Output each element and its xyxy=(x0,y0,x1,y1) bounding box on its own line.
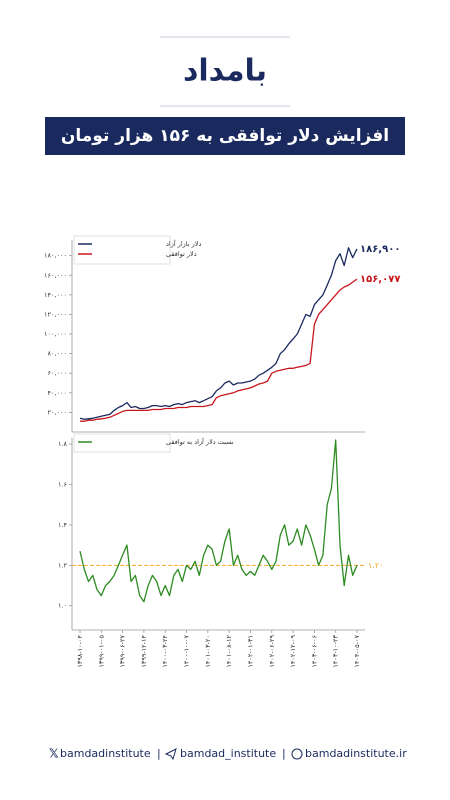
y-tick-label: ۱۰۰,۰۰۰ xyxy=(44,330,67,338)
x-tick-label: ۱۴۰۲-۰۶-۲۹ xyxy=(268,634,276,667)
x-tick-label: ۱۳۹۹-۰۶-۲۷ xyxy=(119,634,127,667)
x-icon: 𝕏 xyxy=(49,747,59,761)
telegram-icon xyxy=(164,748,177,761)
title-bar xyxy=(45,117,405,155)
brand-logo: بامداد xyxy=(183,54,267,89)
legend-box xyxy=(73,433,171,453)
y-tick-label: ۱۲۰,۰۰۰ xyxy=(44,310,67,318)
reference-label: ۱.۲۰ xyxy=(368,561,383,570)
legend-label: دلار توافقی xyxy=(166,250,197,258)
value-label: ۱۸۶,۹۰۰ xyxy=(360,244,400,255)
y-tick-label: ۱.۴ xyxy=(58,521,68,529)
y-tick-label: ۱۸۰,۰۰۰ xyxy=(44,252,67,260)
footer-link: bamdad_institute xyxy=(180,747,276,760)
legend-box xyxy=(73,235,171,265)
x-tick-label: ۱۴۰۳-۱۰-۲۳ xyxy=(332,634,340,667)
footer-link: bamdadinstitute xyxy=(60,747,151,760)
separator: | xyxy=(282,747,286,760)
y-tick-label: ۱.۶ xyxy=(58,480,67,488)
data-line xyxy=(80,278,358,422)
x-tick-label: ۱۴۰۰-۱۰-۰۷ xyxy=(183,634,191,667)
y-tick-label: ۶۰,۰۰۰ xyxy=(47,369,67,377)
y-tick-label: ۱.۰ xyxy=(58,602,67,610)
x-tick-label: ۱۳۹۹-۱۲-۱۴ xyxy=(140,634,148,667)
x-tick-label: ۱۳۹۹-۰۱-۰۵ xyxy=(97,634,105,667)
x-tick-label: ۱۴۰۱-۰۸-۱۲ xyxy=(225,634,233,667)
y-tick-label: ۱.۲ xyxy=(58,561,68,569)
y-tick-label: ۱.۸ xyxy=(58,440,68,448)
legend-label: دلار بازار آزاد xyxy=(166,239,201,248)
x-tick-label: ۱۴۰۲-۰۱-۳۱ xyxy=(246,635,254,668)
data-line xyxy=(79,247,358,420)
y-tick-label: ۴۰,۰۰۰ xyxy=(47,389,67,397)
x-tick-label: ۱۳۹۸-۱۰-۰۴ xyxy=(76,634,84,667)
web-icon xyxy=(291,748,303,760)
title: افزایش دلار توافقی به ۱۵۶ هزار تومان xyxy=(61,126,389,146)
footer: 𝕏 bamdadinstitute | bamdad_institute | b… xyxy=(49,747,407,761)
legend-label: نسبت دلار آزاد به توافقی xyxy=(166,437,234,446)
separator: | xyxy=(157,747,161,760)
x-tick-label: ۱۴۰۲-۱۲-۰۹ xyxy=(289,634,297,667)
x-tick-label: ۱۴۰۰-۰۳-۲۴ xyxy=(161,634,169,667)
charts: ۲۰,۰۰۰ ۴۰,۰۰۰ ۶۰,۰۰۰ ۸۰,۰۰۰ ۱۰۰,۰۰۰ ۱۲۰,۰۰۰ ۱۴… xyxy=(44,235,400,668)
x-tick-label: ۱۴۰۴-۰۵-۰۷ xyxy=(353,634,361,667)
x-tick-label: ۱۴۰۱-۰۳-۲۰ xyxy=(204,635,212,668)
y-tick-label: ۱۴۰,۰۰۰ xyxy=(44,291,67,299)
y-tick-label: ۸۰,۰۰۰ xyxy=(47,350,67,358)
y-tick-label: ۲۰,۰۰۰ xyxy=(47,408,67,416)
value-label: ۱۵۶,۰۷۷ xyxy=(360,274,400,285)
footer-link: bamdadinstitute.ir xyxy=(305,747,407,760)
y-tick-label: ۱۶۰,۰۰۰ xyxy=(44,271,67,279)
data-line xyxy=(79,439,358,603)
x-tick-label: ۱۴۰۳-۰۶-۰۶ xyxy=(310,635,318,668)
